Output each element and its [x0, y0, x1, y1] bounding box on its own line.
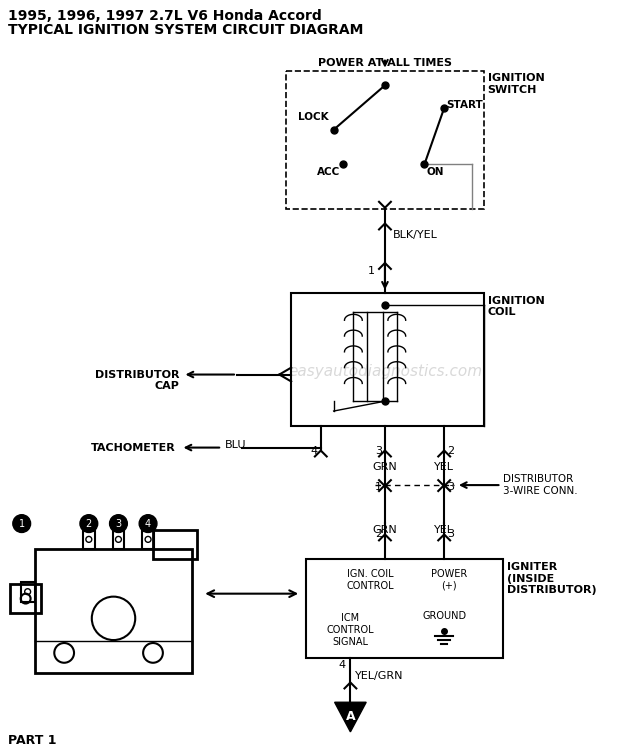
Text: 2: 2 [447, 446, 454, 455]
Text: DISTRIBUTOR
3-WIRE CONN.: DISTRIBUTOR 3-WIRE CONN. [504, 474, 578, 496]
Polygon shape [334, 702, 366, 732]
Text: 1: 1 [375, 482, 382, 492]
Circle shape [80, 514, 98, 532]
Circle shape [139, 514, 157, 532]
Text: GRN: GRN [373, 524, 397, 535]
Text: ON: ON [426, 167, 444, 177]
Text: POWER AT ALL TIMES: POWER AT ALL TIMES [318, 58, 452, 68]
Text: 3: 3 [375, 446, 382, 455]
Text: IGNITER
(INSIDE
DISTRIBUTOR): IGNITER (INSIDE DISTRIBUTOR) [507, 562, 597, 596]
Text: 1: 1 [368, 266, 375, 276]
Text: 4: 4 [145, 518, 151, 529]
Text: IGNITION
SWITCH: IGNITION SWITCH [488, 74, 544, 95]
Text: BLU: BLU [225, 440, 247, 449]
Text: A: A [345, 710, 355, 722]
Text: 2: 2 [86, 518, 92, 529]
Circle shape [13, 514, 31, 532]
Text: 1995, 1996, 1997 2.7L V6 Honda Accord: 1995, 1996, 1997 2.7L V6 Honda Accord [8, 9, 321, 23]
Text: ACC: ACC [317, 167, 341, 177]
Text: 2: 2 [375, 530, 382, 539]
Text: YEL: YEL [434, 524, 454, 535]
Text: BLK/YEL: BLK/YEL [393, 230, 438, 241]
Text: YEL: YEL [434, 463, 454, 472]
Text: GROUND: GROUND [422, 611, 466, 622]
Text: 3: 3 [116, 518, 122, 529]
Text: DISTRIBUTOR
CAP: DISTRIBUTOR CAP [95, 370, 180, 392]
Text: TACHOMETER: TACHOMETER [91, 442, 176, 452]
Text: YEL/GRN: YEL/GRN [355, 670, 404, 680]
Text: 1: 1 [19, 518, 25, 529]
Text: GRN: GRN [373, 463, 397, 472]
Text: 3: 3 [447, 482, 454, 492]
Text: LOCK: LOCK [298, 112, 329, 122]
Circle shape [109, 514, 127, 532]
Text: POWER
(+): POWER (+) [431, 569, 467, 590]
Text: 4: 4 [311, 446, 318, 455]
Text: 3: 3 [447, 530, 454, 539]
Text: 4: 4 [338, 660, 345, 670]
Text: START: START [446, 100, 483, 110]
Text: PART 1: PART 1 [8, 734, 56, 747]
Text: IGNITION
COIL: IGNITION COIL [488, 296, 544, 317]
Text: easyautodiagnostics.com: easyautodiagnostics.com [288, 364, 482, 379]
Text: IGN. COIL
CONTROL: IGN. COIL CONTROL [346, 569, 394, 590]
Text: ICM
CONTROL
SIGNAL: ICM CONTROL SIGNAL [326, 614, 375, 646]
Text: TYPICAL IGNITION SYSTEM CIRCUIT DIAGRAM: TYPICAL IGNITION SYSTEM CIRCUIT DIAGRAM [8, 23, 363, 38]
